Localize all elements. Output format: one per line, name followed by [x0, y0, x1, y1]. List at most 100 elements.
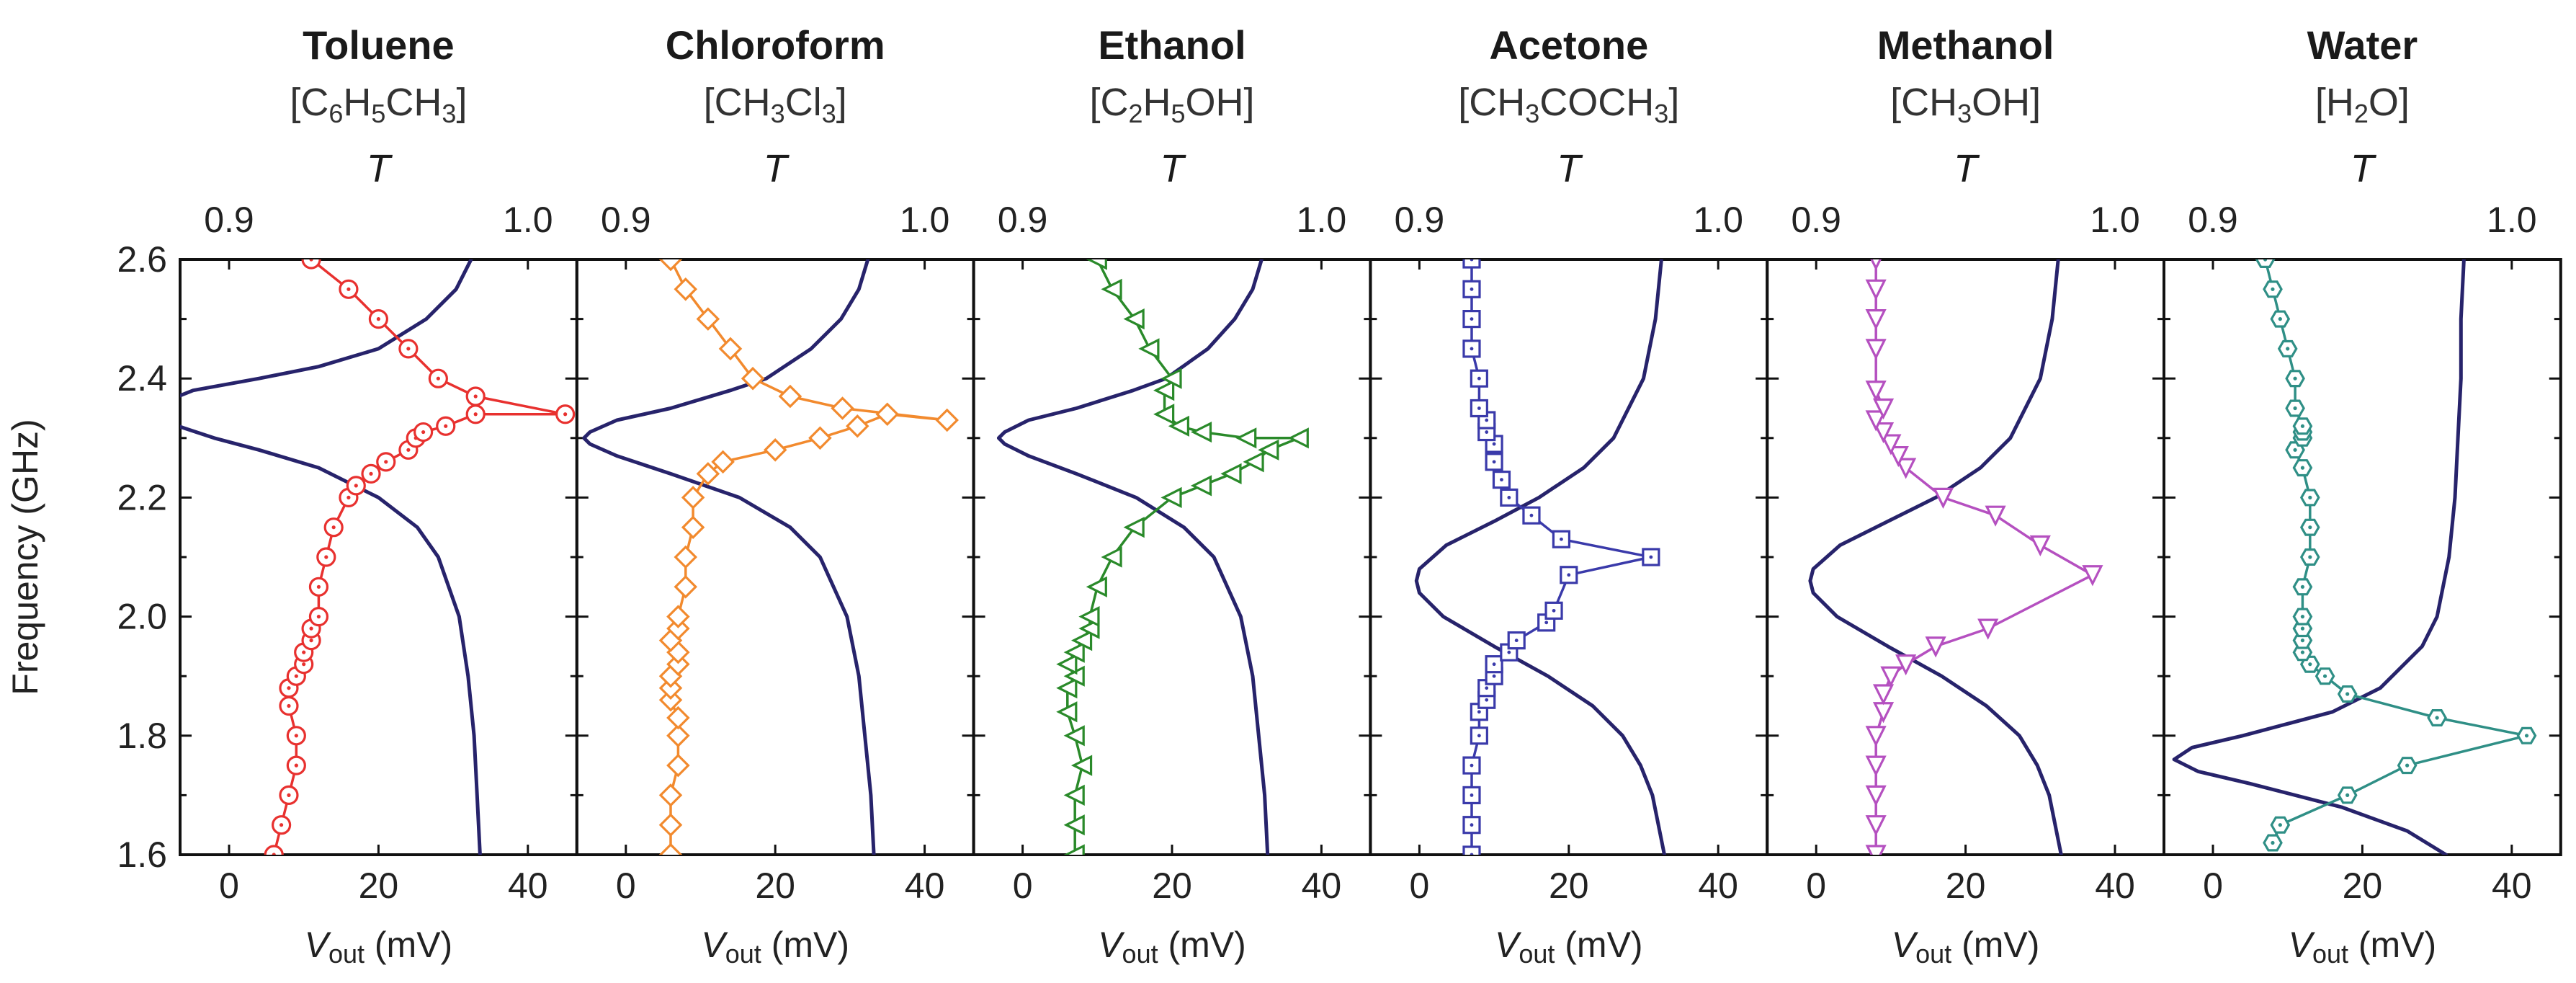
- top-tick-label: 1.0: [2090, 200, 2140, 240]
- top-tick-label: 1.0: [900, 200, 950, 240]
- data-point: [1063, 725, 1085, 747]
- data-point: [1056, 701, 1078, 723]
- data-point: [666, 616, 690, 641]
- data-point: [1153, 404, 1175, 425]
- formula-text: OH]: [1972, 81, 2041, 124]
- data-point: [1190, 421, 1212, 443]
- formula-text: COCH: [1539, 81, 1654, 124]
- data-point: [1895, 458, 1917, 479]
- data-point: [1070, 630, 1093, 651]
- x-axis-label: Vout (mV): [2289, 925, 2437, 969]
- data-point: [1865, 845, 1887, 855]
- data-point-center: [1477, 734, 1481, 738]
- data-point: [1932, 487, 1954, 509]
- data-point: [1243, 451, 1264, 473]
- data-point: [666, 706, 690, 730]
- data-point: [1872, 398, 1895, 420]
- data-point: [763, 438, 787, 462]
- data-point: [666, 753, 690, 778]
- data-point-center: [1507, 496, 1511, 499]
- data-point: [658, 783, 683, 807]
- data-point: [846, 414, 869, 438]
- data-point-center: [436, 376, 440, 381]
- y-axis-label-group: Frequency (GHz): [5, 419, 45, 695]
- plot-frame: [2163, 258, 2562, 856]
- data-point-center: [309, 626, 313, 631]
- x-label-unit: (mV): [1158, 925, 1246, 965]
- data-point: [1056, 677, 1078, 699]
- formula-text: H: [343, 81, 371, 124]
- x-label-main: V: [1495, 925, 1522, 965]
- data-point: [1925, 636, 1946, 658]
- bottom-tick-label: 40: [1302, 866, 1342, 906]
- data-point: [1865, 309, 1887, 331]
- data-point: [1220, 463, 1242, 484]
- data-point-center: [346, 495, 351, 500]
- x-label-main: V: [305, 925, 332, 965]
- data-point-center: [563, 412, 568, 417]
- x-axis-label: Vout (mV): [1098, 925, 1246, 969]
- data-point: [1865, 339, 1887, 360]
- formula-text: ]: [456, 81, 467, 124]
- data-point-center: [1470, 287, 1474, 291]
- data-point-center: [316, 615, 321, 619]
- data-point: [301, 259, 321, 270]
- top-tick-label: 1.0: [2487, 200, 2537, 240]
- vout-series-line: [1470, 259, 1653, 855]
- x-label-subscript: out: [328, 939, 365, 969]
- data-point: [1160, 486, 1182, 508]
- data-point: [1872, 422, 1895, 444]
- formula-subscript: 3: [442, 99, 456, 128]
- data-point: [1086, 259, 1107, 270]
- data-point-center: [384, 460, 388, 464]
- top-tick-label: 0.9: [204, 200, 254, 240]
- x-label-subscript: out: [1519, 939, 1555, 969]
- panel-formula: [CH3OH]: [1890, 81, 2041, 128]
- data-point-center: [2322, 674, 2327, 678]
- data-point-center: [2293, 406, 2297, 411]
- bottom-tick-label: 0: [219, 866, 239, 906]
- data-point-center: [1492, 460, 1496, 464]
- formula-text: [C: [290, 81, 328, 124]
- top-tick-label: 0.9: [1791, 200, 1841, 240]
- x-label-subscript: out: [2312, 939, 2348, 969]
- data-point: [778, 384, 802, 409]
- data-point: [1865, 381, 1887, 402]
- data-point: [2082, 565, 2103, 587]
- data-point-center: [1485, 418, 1489, 422]
- x-axis-label: Vout (mV): [1495, 925, 1643, 969]
- data-point-center: [1470, 347, 1474, 351]
- data-point: [1101, 278, 1122, 300]
- data-point-center: [1492, 662, 1496, 667]
- data-point-center: [316, 584, 321, 589]
- bottom-tick-label: 40: [1698, 866, 1738, 906]
- formula-subscript: 3: [822, 99, 836, 128]
- bottom-tick-label: 20: [1946, 866, 1986, 906]
- top-axis-label: T: [764, 147, 790, 190]
- data-point: [808, 426, 832, 450]
- y-tick-label: 1.6: [117, 835, 167, 875]
- data-point-center: [294, 734, 298, 738]
- data-point-center: [294, 763, 298, 768]
- data-point-center: [287, 793, 291, 797]
- data-point-center: [2308, 525, 2312, 530]
- formula-text: OH]: [1186, 81, 1255, 124]
- x-axis-label: Vout (mV): [305, 925, 453, 969]
- vout-series-line: [2263, 259, 2528, 844]
- data-point: [1865, 726, 1887, 747]
- formula-subscript: 5: [1171, 99, 1185, 128]
- data-point-center: [2278, 317, 2282, 321]
- top-tick-label: 0.9: [2188, 200, 2238, 240]
- data-point-center: [1477, 376, 1481, 381]
- data-point: [2255, 259, 2276, 268]
- top-axis-label: T: [1160, 147, 1187, 190]
- data-point-center: [1649, 555, 1653, 559]
- formula-subscript: 3: [771, 99, 785, 128]
- data-point: [1078, 606, 1100, 628]
- data-point-center: [287, 686, 291, 690]
- data-point-center: [1477, 406, 1481, 410]
- data-point-center: [1470, 793, 1474, 797]
- data-point-center: [1552, 608, 1556, 613]
- formula-subscript: 3: [1525, 99, 1539, 128]
- top-tick-label: 0.9: [601, 200, 651, 240]
